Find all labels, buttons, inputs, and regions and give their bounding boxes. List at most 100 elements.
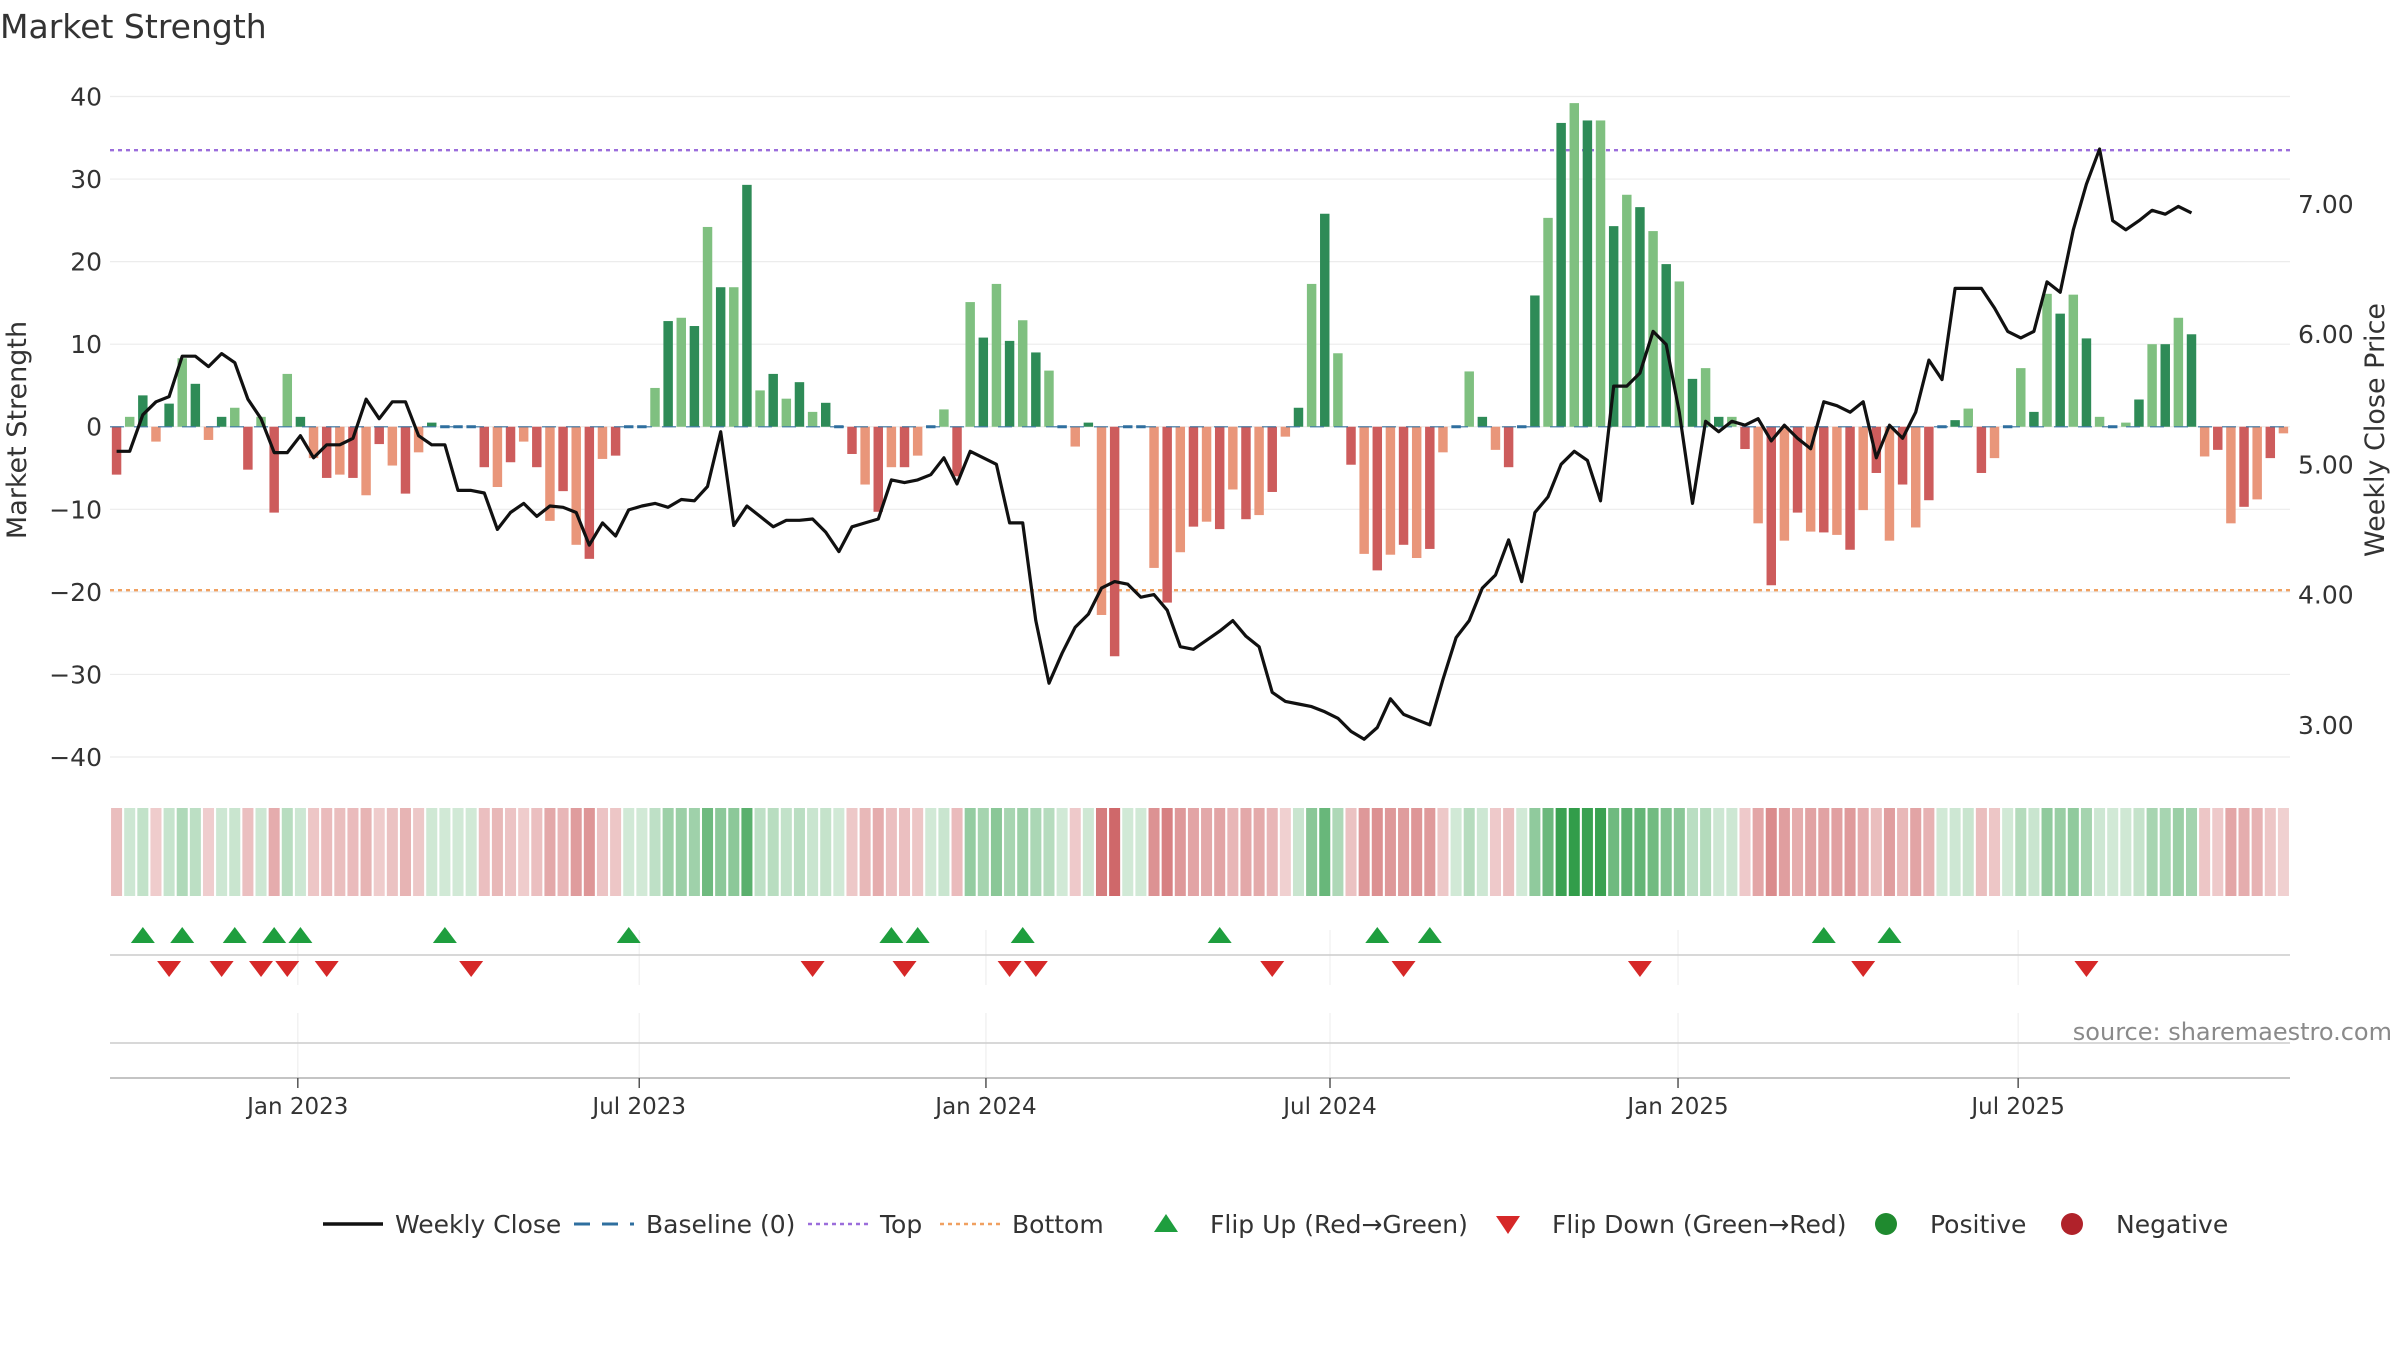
state-cell: [1831, 808, 1843, 896]
flip-up-marker: [222, 927, 247, 943]
strength-bar: [991, 283, 1002, 427]
strength-bar: [2173, 317, 2184, 427]
strength-bar: [1779, 426, 1790, 541]
strength-bar: [1950, 420, 1960, 427]
state-cell: [1923, 808, 1935, 896]
state-cell: [964, 808, 976, 896]
y-tick-label: −30: [49, 660, 102, 689]
state-cell: [2015, 808, 2027, 896]
state-cell: [1043, 808, 1055, 896]
strength-bar: [1674, 281, 1685, 427]
strength-bar: [1320, 213, 1330, 427]
strength-bar: [1083, 422, 1094, 427]
state-cell: [1476, 808, 1488, 896]
strength-bar: [1359, 426, 1369, 554]
state-cell: [859, 808, 871, 896]
strength-bar: [374, 426, 384, 445]
state-cell: [1214, 808, 1226, 896]
strength-bar: [1845, 426, 1855, 550]
strength-bar: [1162, 426, 1172, 603]
flip-up-marker: [432, 927, 457, 943]
state-cell: [202, 808, 215, 896]
state-cell: [596, 808, 608, 896]
state-cell: [1581, 808, 1593, 896]
state-cell: [1792, 808, 1804, 896]
strength-bar: [1241, 426, 1251, 520]
state-cell: [754, 808, 766, 896]
state-cell: [977, 808, 989, 896]
strength-bar: [1477, 416, 1488, 427]
strength-bar: [1569, 103, 1580, 427]
state-cell: [2054, 808, 2066, 896]
x-tick-label: Jul 2023: [590, 1094, 686, 1120]
flip-down-marker: [1260, 961, 1285, 977]
state-cell: [1765, 808, 1777, 896]
strength-bar: [1096, 426, 1107, 615]
state-cell: [1870, 808, 1882, 896]
state-cell: [583, 808, 595, 896]
state-cell: [1017, 808, 1029, 896]
state-cell: [2041, 808, 2053, 896]
strength-bar: [1228, 426, 1238, 490]
state-cell: [662, 808, 674, 896]
strength-bar: [860, 426, 870, 485]
state-cell: [268, 808, 280, 896]
strength-bar: [111, 426, 122, 475]
flip-down-marker: [209, 961, 234, 977]
strength-bar: [1871, 426, 1882, 473]
strength-bar: [2213, 426, 2223, 450]
state-cell: [2159, 808, 2171, 896]
legend-swatch-triangle-down: [1496, 1216, 1520, 1234]
strength-bar: [965, 302, 975, 427]
strength-bar: [1766, 426, 1776, 586]
strength-bar: [216, 416, 227, 427]
strength-bar: [361, 426, 371, 496]
strength-bar: [886, 426, 897, 468]
legend-swatch-triangle-up: [1154, 1214, 1178, 1232]
state-cell: [1095, 808, 1108, 896]
strength-bar: [2278, 426, 2289, 434]
strength-bar: [1346, 426, 1356, 465]
bottom-panel: [110, 1042, 2290, 1079]
x-axis-ticks: Jan 2023 Jul 2023 Jan 2024 Jul 2024 Jan 2025…: [245, 1078, 2065, 1120]
strength-bar: [1254, 426, 1264, 516]
state-cell: [1910, 808, 1922, 896]
state-cell: [1004, 808, 1016, 896]
state-cell: [1555, 808, 1567, 896]
state-cell: [531, 808, 543, 896]
flip-down-marker: [1627, 961, 1652, 977]
strength-bar: [151, 426, 161, 442]
strength-bar: [164, 403, 174, 427]
state-cell: [2199, 808, 2211, 896]
legend-item: Negative: [2061, 1210, 2228, 1239]
state-cell: [610, 808, 622, 896]
strength-bar: [912, 426, 923, 456]
left-axis-ticks: 40 30 20 10 0 −10 −20 −30 −40: [49, 83, 102, 772]
state-cell: [912, 808, 924, 896]
strength-bar: [689, 326, 700, 427]
state-cell: [255, 808, 267, 896]
strength-bar: [1188, 426, 1199, 527]
state-cell: [688, 808, 700, 896]
state-cell: [2172, 808, 2184, 896]
legend-label: Flip Down (Green→Red): [1552, 1210, 1847, 1239]
strength-bar: [1595, 120, 1606, 427]
state-cell: [938, 808, 950, 896]
strength-bar: [597, 426, 608, 459]
flip-down-marker: [314, 961, 339, 977]
state-cell: [1529, 808, 1541, 896]
legend-item: Baseline (0): [574, 1210, 795, 1239]
state-cell: [2028, 808, 2040, 896]
strength-bar: [715, 287, 726, 427]
strength-bar: [1306, 283, 1317, 427]
state-cell: [216, 808, 228, 896]
state-cell: [1673, 808, 1685, 896]
state-cell: [150, 808, 162, 896]
strength-bar: [1411, 426, 1422, 559]
strength-bar: [1976, 426, 1987, 473]
right-axis-ticks: 7.00 6.00 5.00 4.00 3.00: [2298, 190, 2354, 740]
flip-up-marker: [262, 927, 287, 943]
strength-bar: [2068, 294, 2079, 427]
state-cell: [1897, 808, 1909, 896]
strength-bar: [413, 426, 424, 453]
